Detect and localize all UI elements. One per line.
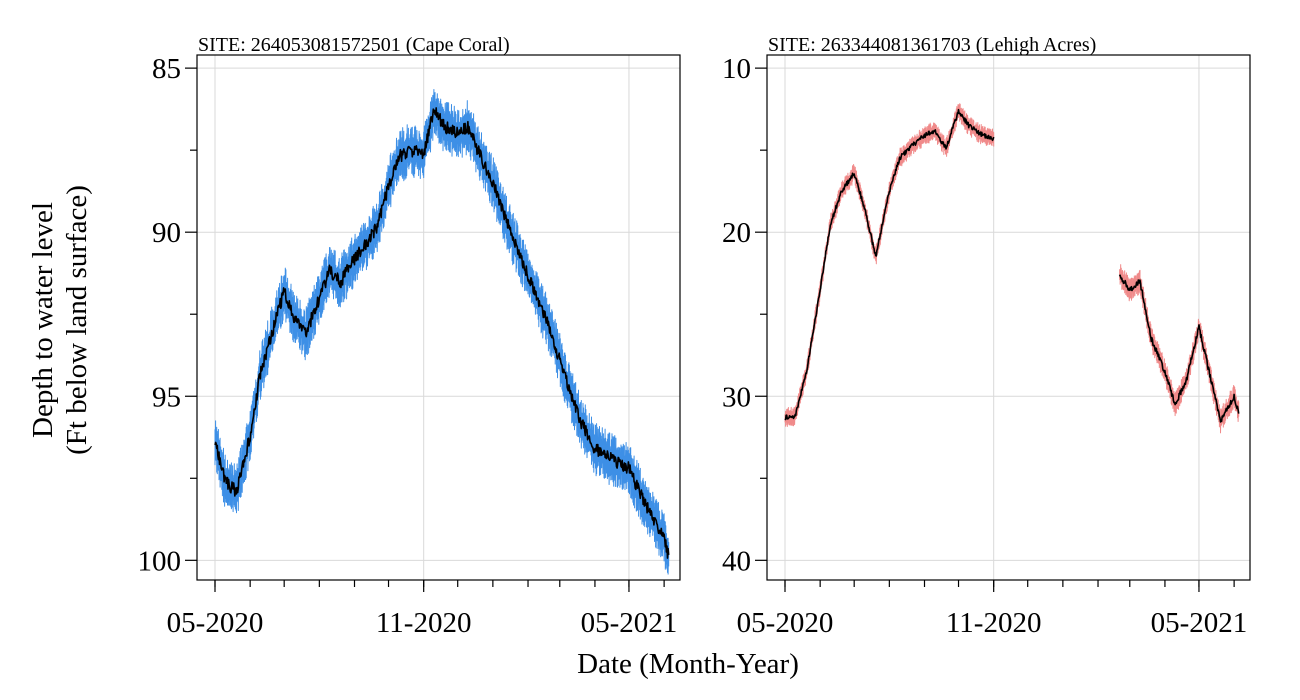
- x-tick-label: 05-2020: [737, 607, 834, 639]
- series-line-lehigh-acres: [784, 108, 1240, 423]
- x-axis-title: Date (Month-Year): [577, 648, 799, 680]
- y-axis-title-line1: Depth to water level: [27, 202, 59, 438]
- y-tick-label: 20: [722, 217, 751, 249]
- y-tick-label: 95: [152, 381, 181, 413]
- chart-panel-cape-coral: SITE: 264053081572501 (Cape Coral) 85 90 9…: [138, 34, 681, 639]
- y-axis-ticks: 85 90 95 100: [138, 53, 197, 577]
- y-axis-ticks: 10 20 30 40: [722, 53, 767, 577]
- series-line-cape-coral: [214, 107, 670, 559]
- panel-title-lehigh-acres: SITE: 263344081361703 (Lehigh Acres): [768, 34, 1096, 56]
- panel-title-cape-coral: SITE: 264053081572501 (Cape Coral): [198, 34, 510, 56]
- y-tick-label: 30: [722, 381, 751, 413]
- x-tick-label: 11-2020: [376, 607, 472, 639]
- gridlines: [767, 55, 1250, 580]
- y-tick-label: 40: [722, 545, 751, 577]
- series-line-segment: [1118, 274, 1240, 423]
- range-band-lehigh-acres: [784, 103, 1240, 434]
- y-tick-label: 100: [138, 545, 182, 577]
- x-tick-label: 05-2020: [167, 607, 264, 639]
- x-axis-ticks: 05-2020 11-2020 05-2021: [737, 580, 1248, 639]
- x-tick-label: 11-2020: [946, 607, 1042, 639]
- plot-frame: [766, 54, 1251, 581]
- series-line-segment: [214, 107, 670, 559]
- y-tick-label: 85: [152, 53, 181, 85]
- range-band-segment: [784, 103, 995, 427]
- chart-panel-lehigh-acres: SITE: 263344081361703 (Lehigh Acres) 10 2…: [722, 34, 1251, 639]
- range-band-segment: [1119, 264, 1240, 434]
- plot-frame: [196, 54, 681, 581]
- range-band-segment: [214, 89, 670, 575]
- series-line-segment: [784, 108, 995, 421]
- x-tick-label: 05-2021: [581, 607, 678, 639]
- y-tick-label: 10: [722, 53, 751, 85]
- x-tick-label: 05-2021: [1151, 607, 1248, 639]
- x-axis-ticks: 05-2020 11-2020 05-2021: [167, 580, 678, 639]
- range-band-cape-coral: [214, 89, 670, 575]
- y-tick-label: 90: [152, 217, 181, 249]
- y-axis-title-line2: (Ft below land surface): [61, 185, 93, 455]
